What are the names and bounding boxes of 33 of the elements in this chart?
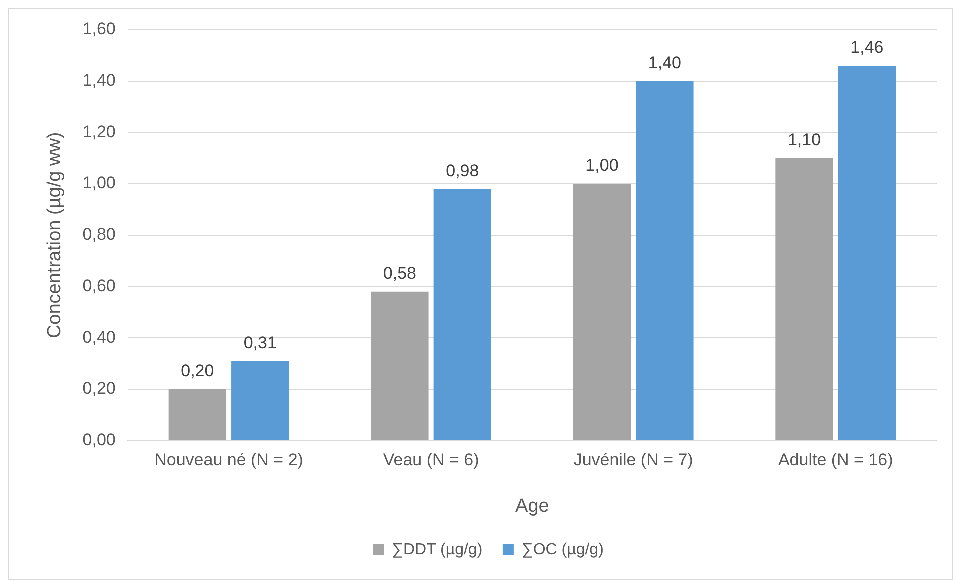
bar (573, 184, 632, 440)
legend-label: ∑DDT (µg/g) (392, 541, 483, 558)
y-axis-title: Concentration (µg/g ww) (44, 132, 66, 339)
y-tick-label: 0,40 (82, 328, 116, 347)
bar (776, 158, 834, 440)
y-tick-label: 1,20 (82, 122, 116, 142)
bar (838, 66, 896, 440)
x-tick-label: Juvénile (N = 7) (574, 450, 694, 470)
bar (636, 81, 694, 440)
x-tick-label: Nouveau né (N = 2) (154, 450, 304, 470)
data-label: 1,40 (648, 54, 682, 73)
data-label: 0,20 (181, 362, 214, 381)
y-tick-label: 0,20 (82, 379, 116, 398)
data-label: 1,10 (788, 130, 822, 150)
bar (232, 361, 290, 440)
y-tick-label: 1,40 (82, 71, 116, 90)
x-tick-label: Adulte (N = 16) (778, 450, 894, 470)
data-label: 1,00 (586, 156, 619, 176)
data-label: 0,58 (383, 264, 416, 284)
data-label: 0,98 (446, 161, 480, 180)
bar (371, 292, 429, 440)
x-axis-title: Age (516, 496, 550, 517)
y-tick-label: 0,80 (82, 225, 116, 244)
legend-label: ∑OC (µg/g) (522, 541, 604, 558)
y-tick-label: 0,00 (82, 430, 116, 450)
data-label: 1,46 (850, 38, 884, 58)
data-label: 0,31 (244, 333, 277, 352)
y-tick-label: 1,00 (82, 174, 116, 193)
y-tick-label: 1,60 (82, 20, 116, 39)
y-tick-label: 0,60 (82, 276, 116, 296)
bar (434, 189, 492, 440)
bar (168, 389, 227, 440)
x-tick-label: Veau (N = 6) (383, 450, 480, 470)
